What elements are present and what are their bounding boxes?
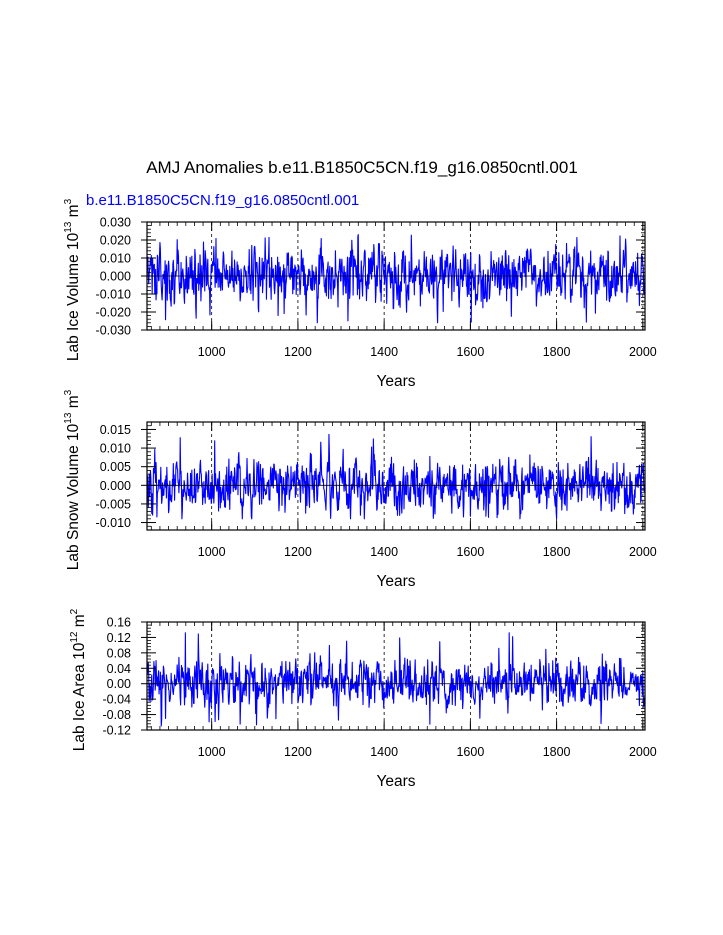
x-tick-label: 1000 bbox=[198, 745, 226, 759]
y-tick-label: -0.020 bbox=[96, 306, 131, 320]
y-tick-label: 0.015 bbox=[100, 423, 131, 437]
x-axis-label: Years bbox=[376, 573, 415, 590]
y-axis-label: Lab Ice Area 1012 m2 bbox=[69, 608, 88, 751]
y-tick-label: 0.08 bbox=[107, 646, 131, 660]
x-tick-label: 2000 bbox=[629, 345, 657, 359]
y-tick-label: -0.08 bbox=[103, 708, 132, 722]
x-tick-label: 2000 bbox=[629, 745, 657, 759]
y-tick-label: 0.000 bbox=[100, 270, 131, 284]
x-tick-label: 1400 bbox=[370, 345, 398, 359]
y-tick-label: 0.16 bbox=[107, 616, 131, 630]
y-tick-label: -0.005 bbox=[96, 497, 131, 511]
y-tick-label: -0.010 bbox=[96, 288, 131, 302]
y-axis-label: Lab Snow Volume 1013 m3 bbox=[63, 389, 82, 570]
x-tick-label: 1800 bbox=[543, 545, 571, 559]
chart-panel-2: 1000 1200 1400 1600 1800 2000 -0.010 -0.005 0.00… bbox=[63, 389, 657, 590]
x-tick-label: 1200 bbox=[284, 745, 312, 759]
x-tick-label: 2000 bbox=[629, 545, 657, 559]
y-tick-label: 0.12 bbox=[107, 631, 131, 645]
x-tick-label: 1400 bbox=[370, 545, 398, 559]
x-tick-label: 1800 bbox=[543, 345, 571, 359]
series-line bbox=[146, 632, 646, 727]
x-tick-label: 1000 bbox=[198, 545, 226, 559]
y-tick-label: 0.020 bbox=[100, 234, 131, 248]
y-tick-label: 0.010 bbox=[100, 252, 131, 266]
x-tick-label: 1400 bbox=[370, 745, 398, 759]
y-tick-label: -0.12 bbox=[103, 724, 132, 738]
x-tick-label: 1200 bbox=[284, 545, 312, 559]
legend-subtitle: b.e11.B1850C5CN.f19_g16.0850cntl.001 bbox=[86, 192, 359, 209]
x-axis-label: Years bbox=[376, 773, 415, 790]
y-axis-label: Lab Ice Volume 1013 m3 bbox=[63, 198, 82, 361]
series-line bbox=[146, 234, 646, 324]
series-line bbox=[146, 433, 646, 520]
y-tick-label: 0.005 bbox=[100, 460, 131, 474]
plot-frame bbox=[146, 421, 646, 531]
chart-panel-3: 1000 1200 1400 1600 1800 2000 -0.12 -0.08-0.04 0… bbox=[69, 608, 657, 790]
x-tick-label: 1200 bbox=[284, 345, 312, 359]
y-tick-label: 0.030 bbox=[100, 216, 131, 230]
y-tick-label: 0.000 bbox=[100, 479, 131, 493]
figure-title: AMJ Anomalies b.e11.B1850C5CN.f19_g16.08… bbox=[146, 158, 578, 177]
x-tick-label: 1600 bbox=[456, 545, 484, 559]
x-tick-label: 1000 bbox=[198, 345, 226, 359]
x-tick-label: 1800 bbox=[543, 745, 571, 759]
y-tick-label: -0.04 bbox=[103, 693, 132, 707]
y-tick-label: 0.010 bbox=[100, 442, 131, 456]
panels-container: 1000 1200 1400 1600 1800 2000 -0.030 -0.020 -0.0… bbox=[63, 198, 657, 790]
chart-panel-1: 1000 1200 1400 1600 1800 2000 -0.030 -0.020 -0.0… bbox=[63, 198, 657, 390]
y-tick-label: 0.04 bbox=[107, 662, 131, 676]
y-tick-label: -0.010 bbox=[96, 516, 131, 530]
y-tick-label: -0.030 bbox=[96, 324, 131, 338]
x-tick-label: 1600 bbox=[456, 745, 484, 759]
x-tick-label: 1600 bbox=[456, 345, 484, 359]
x-axis-label: Years bbox=[376, 373, 415, 390]
y-tick-label: 0.00 bbox=[107, 677, 131, 691]
plot-frame bbox=[146, 621, 646, 731]
